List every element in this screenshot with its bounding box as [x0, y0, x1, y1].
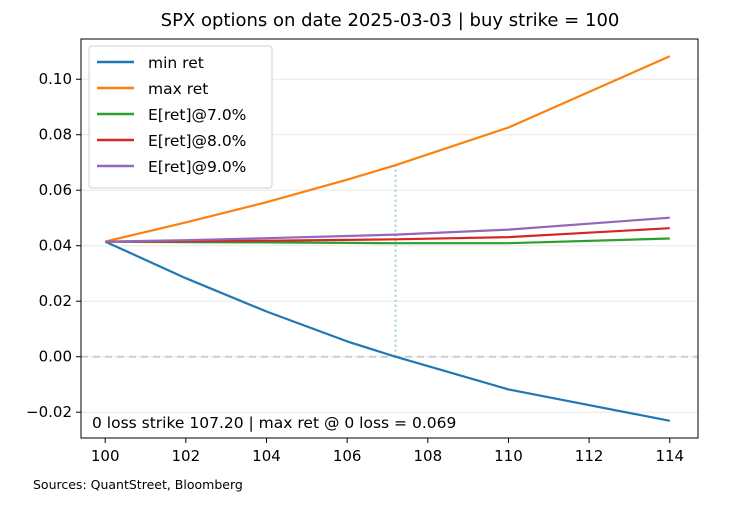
x-tick-label: 110 [494, 447, 523, 465]
reference-lines [81, 165, 698, 358]
x-tick-label: 108 [413, 447, 442, 465]
x-tick-label: 112 [575, 447, 604, 465]
zero-loss-annotation: 0 loss strike 107.20 | max ret @ 0 loss … [92, 414, 456, 432]
source-note: Sources: QuantStreet, Bloomberg [33, 477, 243, 492]
x-axis: 100 102 104 106 108 110 112 114 [91, 438, 684, 465]
legend-label: max ret [148, 80, 208, 98]
y-tick-label: 0.10 [39, 70, 72, 88]
x-tick-label: 114 [655, 447, 684, 465]
chart-title: SPX options on date 2025-03-03 | buy str… [161, 10, 620, 31]
y-tick-label: 0.08 [39, 126, 72, 144]
series-line-1 [104, 240, 671, 422]
x-tick-label: 100 [91, 447, 120, 465]
legend-label: E[ret]@7.0% [148, 106, 246, 124]
y-tick-label: 0.00 [39, 348, 72, 366]
y-tick-label: −0.02 [26, 403, 72, 421]
legend-label: min ret [148, 54, 204, 72]
y-tick-label: 0.04 [39, 237, 72, 255]
y-tick-label: 0.02 [39, 292, 72, 310]
series-line-5 [105, 216, 670, 243]
legend-label: E[ret]@9.0% [148, 158, 246, 176]
series-lines [104, 55, 671, 422]
x-tick-label: 102 [172, 447, 201, 465]
plot-frame [80, 38, 699, 439]
x-tick-label: 106 [333, 447, 362, 465]
x-tick-label: 104 [252, 447, 281, 465]
series-line-2 [104, 55, 671, 243]
legend-label: E[ret]@8.0% [148, 132, 246, 150]
y-tick-label: 0.06 [39, 181, 72, 199]
legend-box [88, 45, 273, 189]
y-axis: −0.02 0.00 0.02 0.04 0.06 0.08 0.10 [26, 70, 81, 421]
legend: min ret max ret E[ret]@7.0% E[ret]@8.0% E[re… [88, 45, 273, 189]
